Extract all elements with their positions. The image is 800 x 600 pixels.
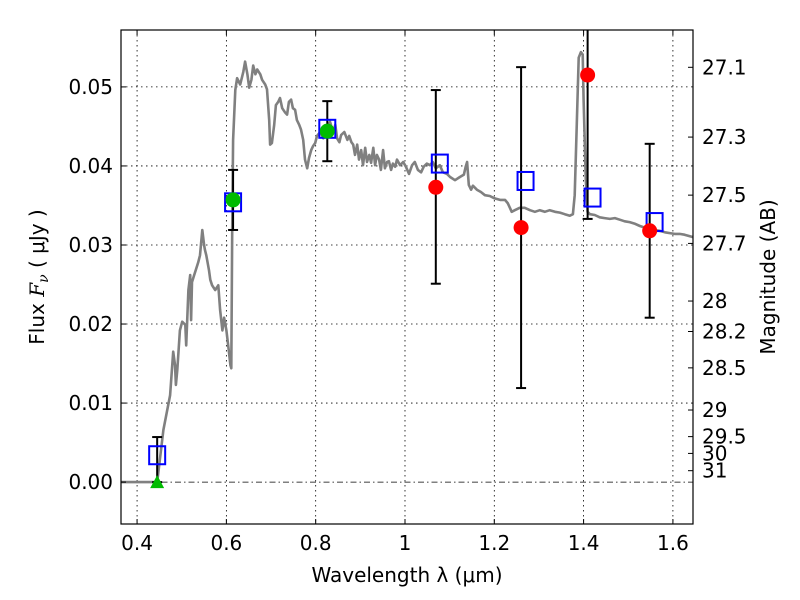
x-tick-label: 0.4 — [121, 531, 153, 555]
magnitude-tick-label: 27.3 — [702, 125, 747, 149]
model-band-square — [516, 170, 535, 191]
x-tick-label: 0.6 — [210, 531, 242, 555]
plot-frame — [120, 29, 694, 525]
magnitude-tick-label: 28.2 — [702, 320, 747, 344]
magnitude-tick-label: 27.5 — [702, 183, 747, 207]
y-axis-label-subscript: ν — [36, 274, 52, 283]
y-tick-label: 0.00 — [68, 470, 113, 494]
model-band-square — [148, 445, 167, 466]
x-tick-label: 1 — [399, 531, 412, 555]
y-tick-label: 0.04 — [68, 154, 113, 178]
magnitude-tick-label: 30 — [702, 441, 727, 465]
measurement-point — [428, 179, 444, 195]
measurement-point — [642, 223, 658, 239]
magnitude-tick-label: 27.1 — [702, 55, 747, 79]
magnitude-tick-label: 28 — [702, 289, 727, 313]
y-tick-label: 0.05 — [68, 75, 113, 99]
spectrum-line — [121, 50, 693, 484]
x-axis-label: Wavelength λ (μm) — [311, 563, 502, 587]
x-tick-label: 1.2 — [478, 531, 510, 555]
y-axis-label-symbol: F — [25, 282, 49, 298]
measurement-point — [513, 220, 529, 236]
observed-markers — [150, 67, 658, 489]
x-tick-label: 1.6 — [657, 531, 689, 555]
measurement-point — [580, 67, 596, 83]
y2-axis-label: Magnitude (AB) — [756, 199, 780, 354]
y-tick-label: 0.03 — [68, 233, 113, 257]
y-tick-labels: 0.00 0.01 0.02 0.03 0.04 0.05 — [68, 75, 113, 494]
y-axis-label-suffix: ( μJy ) — [25, 209, 49, 274]
detection-point — [319, 123, 335, 139]
detection-point — [225, 192, 241, 208]
y-tick-label: 0.01 — [68, 391, 113, 415]
magnitude-tick-label: 29 — [702, 398, 727, 422]
plot-area — [121, 30, 693, 489]
y-tick-label: 0.02 — [68, 312, 113, 336]
magnitude-tick-label: 28.5 — [702, 356, 747, 380]
grid — [121, 30, 693, 524]
y-axis-label: Flux Fν ( μJy ) — [25, 209, 52, 344]
magnitude-tick-label: 31 — [702, 459, 727, 483]
model-band-square — [583, 187, 602, 208]
model-band-square — [430, 153, 449, 174]
x-tick-label: 0.8 — [300, 531, 332, 555]
upper-limit-triangle — [150, 475, 165, 489]
axis-ticks — [121, 30, 693, 524]
y-axis-label-prefix: Flux — [25, 297, 49, 345]
x-tick-label: 1.4 — [568, 531, 600, 555]
magnitude-tick-label: 29.5 — [702, 425, 747, 449]
magnitude-tick-label: 27.7 — [702, 231, 747, 255]
x-tick-labels: 0.4 0.6 0.8 1 1.2 1.4 1.6 — [121, 531, 689, 555]
